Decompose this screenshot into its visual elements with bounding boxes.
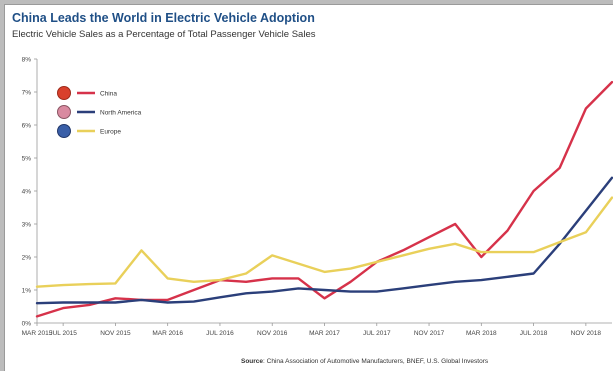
x-tick-label: JUL 2016 — [206, 330, 234, 337]
series-line-europe — [35, 196, 613, 288]
legend-dot-icon — [57, 86, 71, 100]
y-tick-label: 3% — [22, 222, 32, 229]
legend-dot-icon — [57, 124, 71, 138]
chart-frame: China Leads the World in Electric Vehicl… — [4, 4, 613, 371]
y-tick-label: 8% — [22, 57, 32, 64]
source-label: Source — [241, 358, 264, 365]
y-tick-label: 0% — [22, 321, 32, 328]
x-tick-label: MAR 2015 — [22, 330, 53, 337]
y-tick-label: 7% — [22, 90, 32, 97]
source-text: China Association of Automotive Manufact… — [266, 358, 489, 365]
series-line-north-america — [35, 176, 613, 305]
x-tick-label: MAR 2016 — [152, 330, 183, 337]
legend-label: North America — [100, 110, 142, 117]
x-tick-label: JUL 2018 — [520, 330, 548, 337]
y-tick-label: 2% — [22, 255, 32, 262]
legend-label: China — [100, 91, 117, 98]
source-note: Source: China Association of Automotive … — [241, 358, 489, 365]
x-tick-label: NOV 2017 — [414, 330, 445, 337]
y-tick-label: 6% — [22, 123, 32, 130]
x-tick-label: JUL 2017 — [363, 330, 391, 337]
legend-dot-icon — [57, 105, 71, 119]
legend-label: Europe — [100, 129, 121, 136]
x-tick-label: NOV 2018 — [571, 330, 602, 337]
x-tick-label: NOV 2016 — [257, 330, 288, 337]
x-tick-label: MAR 2017 — [309, 330, 340, 337]
chart-title: China Leads the World in Electric Vehicl… — [12, 11, 315, 25]
x-tick-label: NOV 2015 — [100, 330, 131, 337]
chart-subtitle: Electric Vehicle Sales as a Percentage o… — [12, 29, 316, 40]
y-tick-label: 4% — [22, 189, 32, 196]
x-tick-label: JUL 2015 — [49, 330, 77, 337]
series-line-china — [35, 80, 613, 318]
y-tick-label: 5% — [22, 156, 32, 163]
y-tick-label: 1% — [22, 288, 32, 295]
x-tick-label: MAR 2018 — [466, 330, 497, 337]
